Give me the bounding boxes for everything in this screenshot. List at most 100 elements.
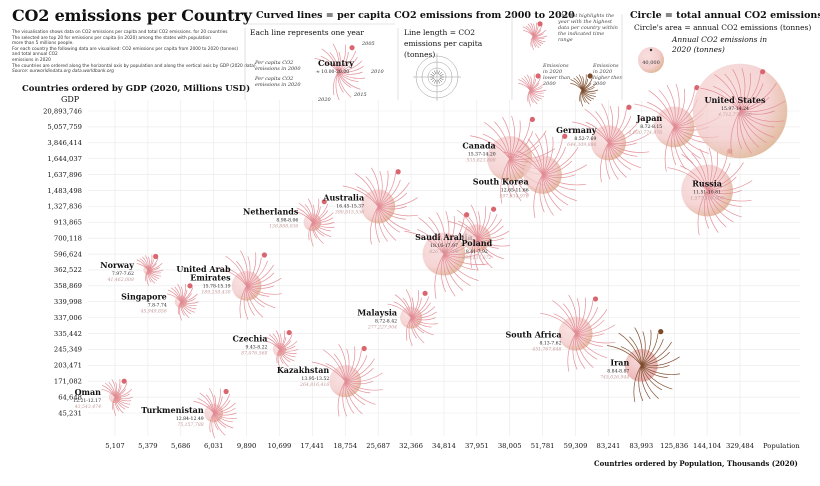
year-line [275,330,281,350]
year-line [337,56,358,73]
legend-circle-title: Circle = total annual CO2 emissions, 202… [630,10,820,21]
legend-glyph-fan [314,43,366,101]
year-line [575,324,616,335]
x-tick-label: 6,031 [204,442,223,450]
year-line [246,264,274,287]
year-line [209,388,215,414]
legend-tick [434,70,437,75]
year-line [739,97,770,112]
year-line [575,333,594,368]
year-line [641,364,670,369]
year-line [739,110,785,122]
year-line [180,301,197,310]
y-tick-label: 913,865 [54,219,82,227]
year-line [724,73,741,112]
year-line [377,172,396,207]
year-line [344,381,376,405]
legend-tick [430,74,435,77]
year-line [681,153,708,191]
max-year-dot [760,69,766,75]
year-line [482,133,511,159]
year-line [443,253,479,271]
year-line [329,52,339,73]
year-line [494,121,511,159]
max-year-dot [153,253,159,260]
year-line [410,297,414,318]
year-line [470,237,478,268]
year-line [706,190,734,223]
legend-lower-fan [518,73,547,107]
year-line [378,182,410,207]
per-capita-fan [264,329,299,370]
year-line [402,297,412,318]
year-line [467,215,478,239]
year-line [410,302,431,318]
year-line [337,71,344,93]
per-capita-fan [606,327,681,403]
year-line [509,130,547,160]
year-line [527,138,543,175]
year-line [443,253,489,265]
country-name: South Africa [505,330,561,340]
per-capita-range: 7.8-7.74 [148,303,167,309]
year-line [736,110,742,150]
per-capita-range: 15.78-15.19 [203,283,231,289]
year-line [542,160,573,175]
year-line [365,176,379,207]
year-line [509,131,534,159]
x-tick-label: 9,890 [237,442,256,450]
description-line: more than 5 millions people. [12,41,74,47]
year-line [476,238,485,266]
year-line [393,301,412,318]
year-line [575,333,604,337]
year-line [673,84,680,128]
year-line [377,206,406,220]
year-line [638,365,644,402]
legend-tick [438,71,443,76]
year-line [673,126,709,154]
year-line [307,198,314,223]
country-name: Singapore [121,292,167,302]
year-line [533,174,543,219]
year-line [470,204,479,239]
year-line [476,218,503,239]
legend-tick [438,78,443,83]
year-line [337,71,361,90]
year-line [246,285,270,297]
year-line [476,238,493,269]
year-line [205,394,215,414]
year-line [337,60,363,73]
max-year-dot [361,345,367,352]
year-line [739,71,762,112]
legend-year-label: 2020 [317,97,332,103]
year-line [279,349,295,362]
year-line [457,209,478,239]
legend-dot-note: The dot highlights the year with the hig… [558,13,618,43]
description-line: The selected are top 20 for emissions pe… [12,35,211,41]
year-line [640,365,651,400]
max-year-dot [349,45,355,51]
legend-glyph-2020-label: Per capita CO2 [254,76,293,82]
total-emissions: 451,767,648 [531,347,561,353]
year-line [279,349,296,358]
year-line [211,412,216,439]
year-line [443,254,464,291]
year-line [213,412,226,436]
year-line [213,412,238,419]
year-line [706,190,727,228]
description-line: The visualisation shows data on CO2 emis… [12,30,228,35]
per-capita-fan [572,103,650,183]
legend-each-line: Each line represents one year [250,28,364,37]
year-line [567,333,576,372]
year-line [180,287,194,303]
year-line [706,152,718,191]
year-line [447,221,478,239]
year-line [321,48,339,73]
year-line [408,317,413,346]
year-line [739,110,775,128]
year-line [378,192,408,207]
per-capita-fan [540,294,616,372]
year-line [411,306,436,318]
